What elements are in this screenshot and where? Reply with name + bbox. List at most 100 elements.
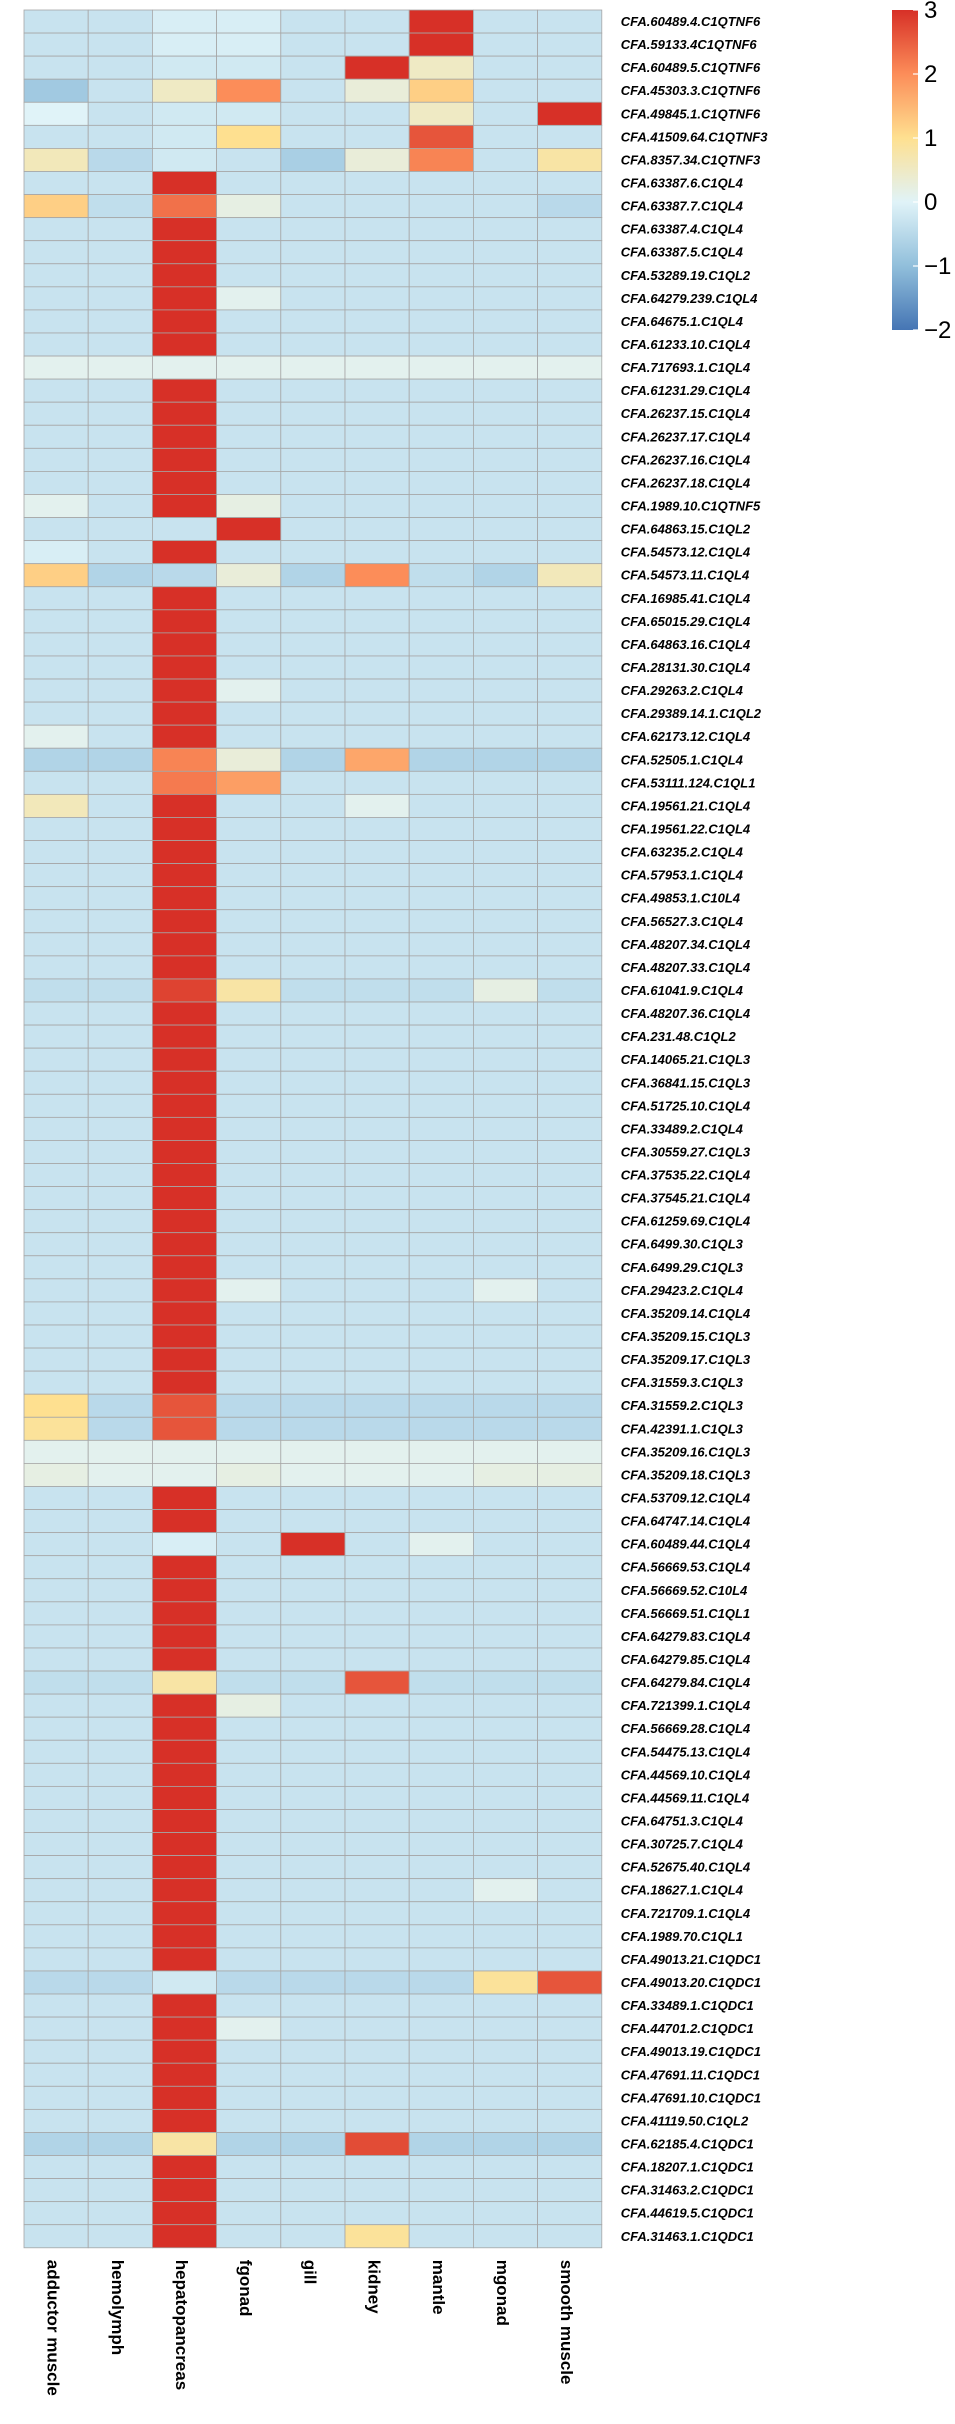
heatmap-cell (408, 378, 474, 403)
heatmap-cell (23, 655, 89, 680)
color-legend-bar (892, 10, 918, 330)
heatmap-cell (87, 424, 153, 449)
heatmap-cell (344, 1578, 410, 1603)
heatmap-cell (472, 1601, 538, 1626)
heatmap-cell (151, 1186, 217, 1211)
heatmap-cell (408, 770, 474, 795)
heatmap-cell (87, 586, 153, 611)
row-label: CFA.31559.3.C1QL3 (621, 1375, 744, 1390)
row-label: CFA.64279.239.C1QL4 (621, 291, 758, 306)
heatmap-cell (472, 2016, 538, 2041)
heatmap-cell (23, 563, 89, 588)
column-label: mantle (429, 2260, 448, 2315)
heatmap-cell (87, 148, 153, 172)
heatmap-cell (344, 355, 410, 380)
heatmap-cell (344, 886, 410, 911)
heatmap-cell (87, 1486, 153, 1510)
heatmap-cell (151, 563, 217, 588)
heatmap-cell (87, 332, 153, 357)
heatmap-cell (151, 55, 217, 80)
heatmap-cell (87, 1393, 153, 1418)
heatmap-cell (216, 263, 282, 288)
heatmap-cell (151, 1739, 217, 1764)
heatmap-cell (87, 1947, 153, 1972)
heatmap-cell (344, 955, 410, 980)
heatmap-cell (151, 1578, 217, 1603)
heatmap-cell (87, 286, 153, 311)
heatmap-cell (216, 401, 282, 426)
heatmap-cell (23, 1024, 89, 1049)
heatmap-cell (344, 770, 410, 795)
heatmap-cell (537, 2108, 603, 2133)
heatmap-cell (537, 1716, 603, 1741)
heatmap-cell (537, 1093, 603, 1118)
heatmap-cell (408, 1970, 474, 1995)
heatmap-cell (87, 1116, 153, 1141)
heatmap-cell (344, 2178, 410, 2203)
heatmap-cell (280, 78, 346, 103)
heatmap-cell (472, 1324, 538, 1349)
heatmap-cell (87, 655, 153, 680)
heatmap-cell (87, 1301, 153, 1326)
heatmap-cell (280, 1093, 346, 1118)
heatmap-cell (472, 2132, 538, 2156)
heatmap-cell (23, 2039, 89, 2064)
heatmap-cell (537, 1693, 603, 1718)
heatmap-cell (537, 1278, 603, 1303)
heatmap-cell (408, 1116, 474, 1141)
heatmap-cell (87, 1809, 153, 1833)
heatmap-cell (87, 447, 153, 472)
heatmap-cell (23, 1070, 89, 1095)
heatmap-cell (87, 1416, 153, 1441)
heatmap-cell (151, 2016, 217, 2041)
heatmap-cell (344, 1232, 410, 1257)
heatmap-cell (280, 1047, 346, 1072)
row-label: CFA.231.48.C1QL2 (621, 1029, 737, 1044)
heatmap-cell (151, 1370, 217, 1395)
heatmap-cell (151, 1416, 217, 1441)
heatmap-cell (280, 1924, 346, 1949)
heatmap-cell (472, 678, 538, 703)
heatmap-cell (280, 494, 346, 518)
row-label: CFA.35209.15.C1QL3 (621, 1329, 751, 1344)
heatmap-cell (344, 1278, 410, 1303)
heatmap-cell (216, 1762, 282, 1787)
row-label: CFA.721709.1.C1QL4 (621, 1906, 751, 1921)
heatmap-cell (23, 378, 89, 403)
heatmap-cell (87, 978, 153, 1003)
heatmap-cell (537, 724, 603, 749)
heatmap-cell (151, 817, 217, 841)
row-label: CFA.26237.15.C1QL4 (621, 406, 751, 421)
heatmap-cell (216, 840, 282, 864)
heatmap-cell (472, 55, 538, 80)
heatmap-cell (408, 2108, 474, 2133)
heatmap-cell (23, 678, 89, 703)
heatmap-cell (537, 309, 603, 334)
row-label: CFA.26237.17.C1QL4 (621, 429, 751, 444)
heatmap-cell (408, 863, 474, 888)
heatmap-cell (472, 1509, 538, 1534)
heatmap-cell (537, 55, 603, 80)
row-label: CFA.19561.22.C1QL4 (621, 821, 751, 836)
heatmap-cell (216, 955, 282, 980)
heatmap-cell (23, 1116, 89, 1141)
heatmap-cell (472, 1555, 538, 1580)
row-label: CFA.35209.14.C1QL4 (621, 1306, 751, 1321)
heatmap-cell (537, 1993, 603, 2018)
heatmap-cell (23, 1878, 89, 1903)
heatmap-cell (537, 863, 603, 888)
heatmap-cell (472, 1001, 538, 1026)
heatmap-cell (280, 1070, 346, 1095)
row-label: CFA.65015.29.C1QL4 (621, 614, 751, 629)
heatmap-cell (151, 2201, 217, 2226)
heatmap-cell (151, 2085, 217, 2110)
heatmap-cell (408, 1278, 474, 1303)
heatmap-cell (23, 540, 89, 565)
heatmap-cell (472, 1901, 538, 1926)
heatmap-cell (408, 1439, 474, 1464)
heatmap-cell (344, 1832, 410, 1857)
heatmap-cell (537, 470, 603, 495)
heatmap-cell (408, 978, 474, 1003)
heatmap-cell (472, 655, 538, 680)
heatmap-cell (87, 2085, 153, 2110)
